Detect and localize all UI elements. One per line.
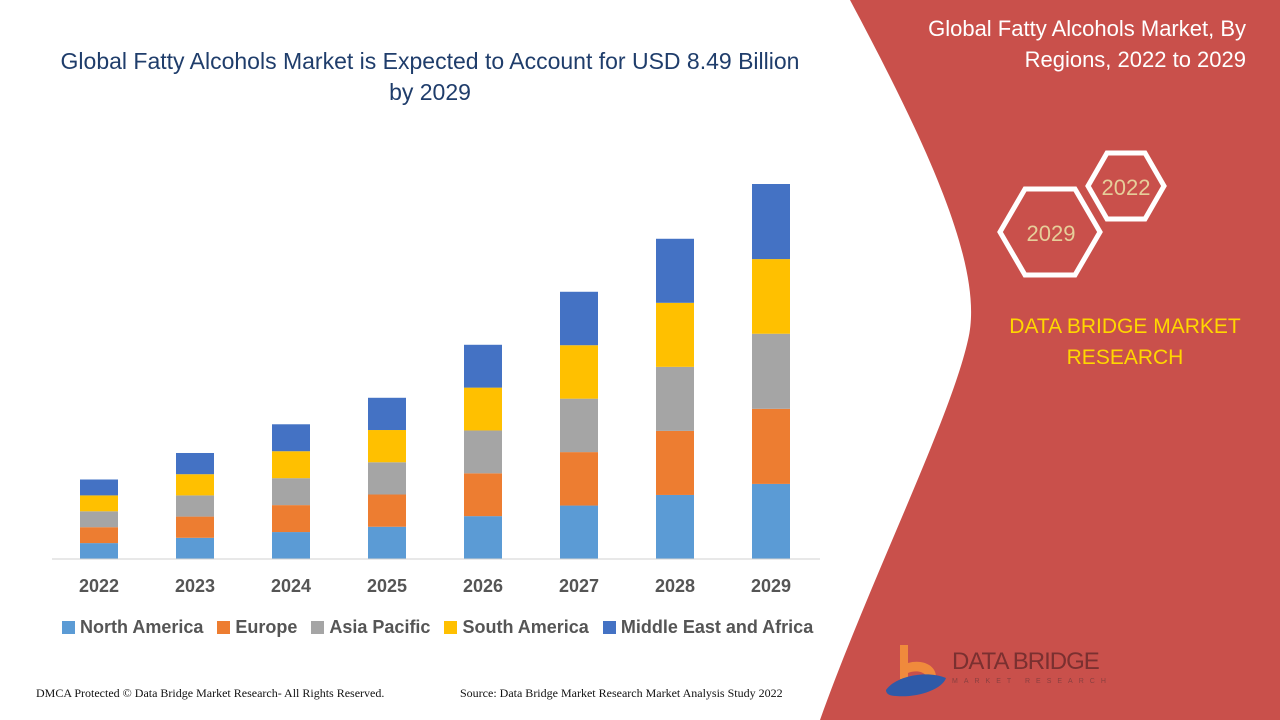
bar-segment-2023-0 xyxy=(176,537,214,559)
legend-swatch xyxy=(62,621,75,634)
chart-title: Global Fatty Alcohols Market is Expected… xyxy=(60,48,800,105)
bar-segment-2029-3 xyxy=(752,259,790,334)
bar-segment-2025-2 xyxy=(368,462,406,495)
x-tick-label: 2029 xyxy=(751,576,791,596)
bar-segment-2025-3 xyxy=(368,430,406,463)
bar-segment-2027-0 xyxy=(560,505,598,559)
hexagon-2029 xyxy=(997,186,1103,278)
bar-segment-2024-3 xyxy=(272,451,310,479)
x-tick-label: 2028 xyxy=(655,576,695,596)
bar-segment-2022-3 xyxy=(80,495,118,512)
legend-item: Europe xyxy=(217,617,297,638)
bar-segment-2027-2 xyxy=(560,398,598,453)
legend-item: Asia Pacific xyxy=(311,617,430,638)
brand-name: DATA BRIDGE MARKET RESEARCH xyxy=(1009,315,1241,369)
bar-segment-2024-4 xyxy=(272,424,310,452)
legend: North America Europe Asia Pacific South … xyxy=(62,617,813,638)
bar-segment-2027-3 xyxy=(560,345,598,399)
bar-segment-2025-0 xyxy=(368,526,406,559)
legend-item: South America xyxy=(444,617,589,638)
bar-segment-2025-4 xyxy=(368,397,406,431)
bar-segment-2029-4 xyxy=(752,184,790,260)
legend-label: Middle East and Africa xyxy=(620,617,814,637)
legend-label: Europe xyxy=(235,617,298,637)
bar-segment-2028-2 xyxy=(656,366,694,431)
bar-segment-2024-2 xyxy=(272,478,310,506)
bar-segment-2023-1 xyxy=(176,516,214,538)
bar-segment-2026-4 xyxy=(464,344,502,388)
logo-icon xyxy=(886,645,946,697)
legend-swatch xyxy=(602,621,616,634)
x-tick-label: 2027 xyxy=(559,576,599,596)
bar-segment-2027-1 xyxy=(560,452,598,506)
bar-segment-2023-4 xyxy=(176,452,214,475)
bar-segment-2023-2 xyxy=(176,495,214,517)
bar-segment-2022-2 xyxy=(80,511,118,528)
bar-segment-2026-3 xyxy=(464,387,502,431)
side-panel-title: Global Fatty Alcohols Market, By Regions… xyxy=(928,16,1246,72)
logo-text: DATA BRIDGE xyxy=(952,648,1100,675)
bar-segment-2024-1 xyxy=(272,505,310,533)
bar-segment-2028-3 xyxy=(656,302,694,367)
stacked-bar-chart: 2022 2023 2024 2025 2026 2027 2028 2029 xyxy=(79,184,791,596)
footer-source: Source: Data Bridge Market Research Mark… xyxy=(460,686,783,700)
bar-segment-2023-3 xyxy=(176,474,214,496)
x-tick-label: 2026 xyxy=(463,576,503,596)
bar-segment-2026-1 xyxy=(464,473,502,517)
legend-swatch xyxy=(444,621,458,634)
legend-swatch xyxy=(217,621,231,634)
bar-segment-2028-0 xyxy=(656,494,694,559)
x-tick-label: 2025 xyxy=(367,576,407,596)
logo-subtext: MARKET RESEARCH xyxy=(952,678,1112,685)
bar-segment-2028-4 xyxy=(656,238,694,303)
hex-label-2029: 2029 xyxy=(1027,221,1076,246)
bar-segment-2029-0 xyxy=(752,483,790,559)
x-tick-label: 2023 xyxy=(175,576,215,596)
bar-segment-2029-1 xyxy=(752,408,790,484)
legend-label: Asia Pacific xyxy=(329,617,431,637)
hex-label-2022: 2022 xyxy=(1102,175,1151,200)
x-tick-label: 2024 xyxy=(271,576,311,596)
bar-segment-2026-0 xyxy=(464,516,502,559)
legend-label: North America xyxy=(80,617,204,637)
bar-segment-2024-0 xyxy=(272,532,310,559)
legend-swatch xyxy=(311,621,325,634)
red-side-panel xyxy=(820,0,1280,720)
bar-segment-2025-1 xyxy=(368,494,406,527)
bar-segment-2029-2 xyxy=(752,333,790,409)
hexagon-2022 xyxy=(1085,150,1167,222)
footer-copyright: DMCA Protected © Data Bridge Market Rese… xyxy=(36,686,385,700)
bar-segment-2022-1 xyxy=(80,527,118,544)
bar-segment-2026-2 xyxy=(464,430,502,474)
legend-item: North America xyxy=(62,617,203,638)
legend-label: South America xyxy=(462,617,589,637)
bar-segment-2028-1 xyxy=(656,430,694,495)
bar-segment-2022-4 xyxy=(80,479,118,496)
x-tick-label: 2022 xyxy=(79,576,119,596)
bar-segment-2022-0 xyxy=(80,543,118,559)
legend-item: Middle East and Africa xyxy=(602,617,814,638)
bar-segment-2027-4 xyxy=(560,291,598,346)
